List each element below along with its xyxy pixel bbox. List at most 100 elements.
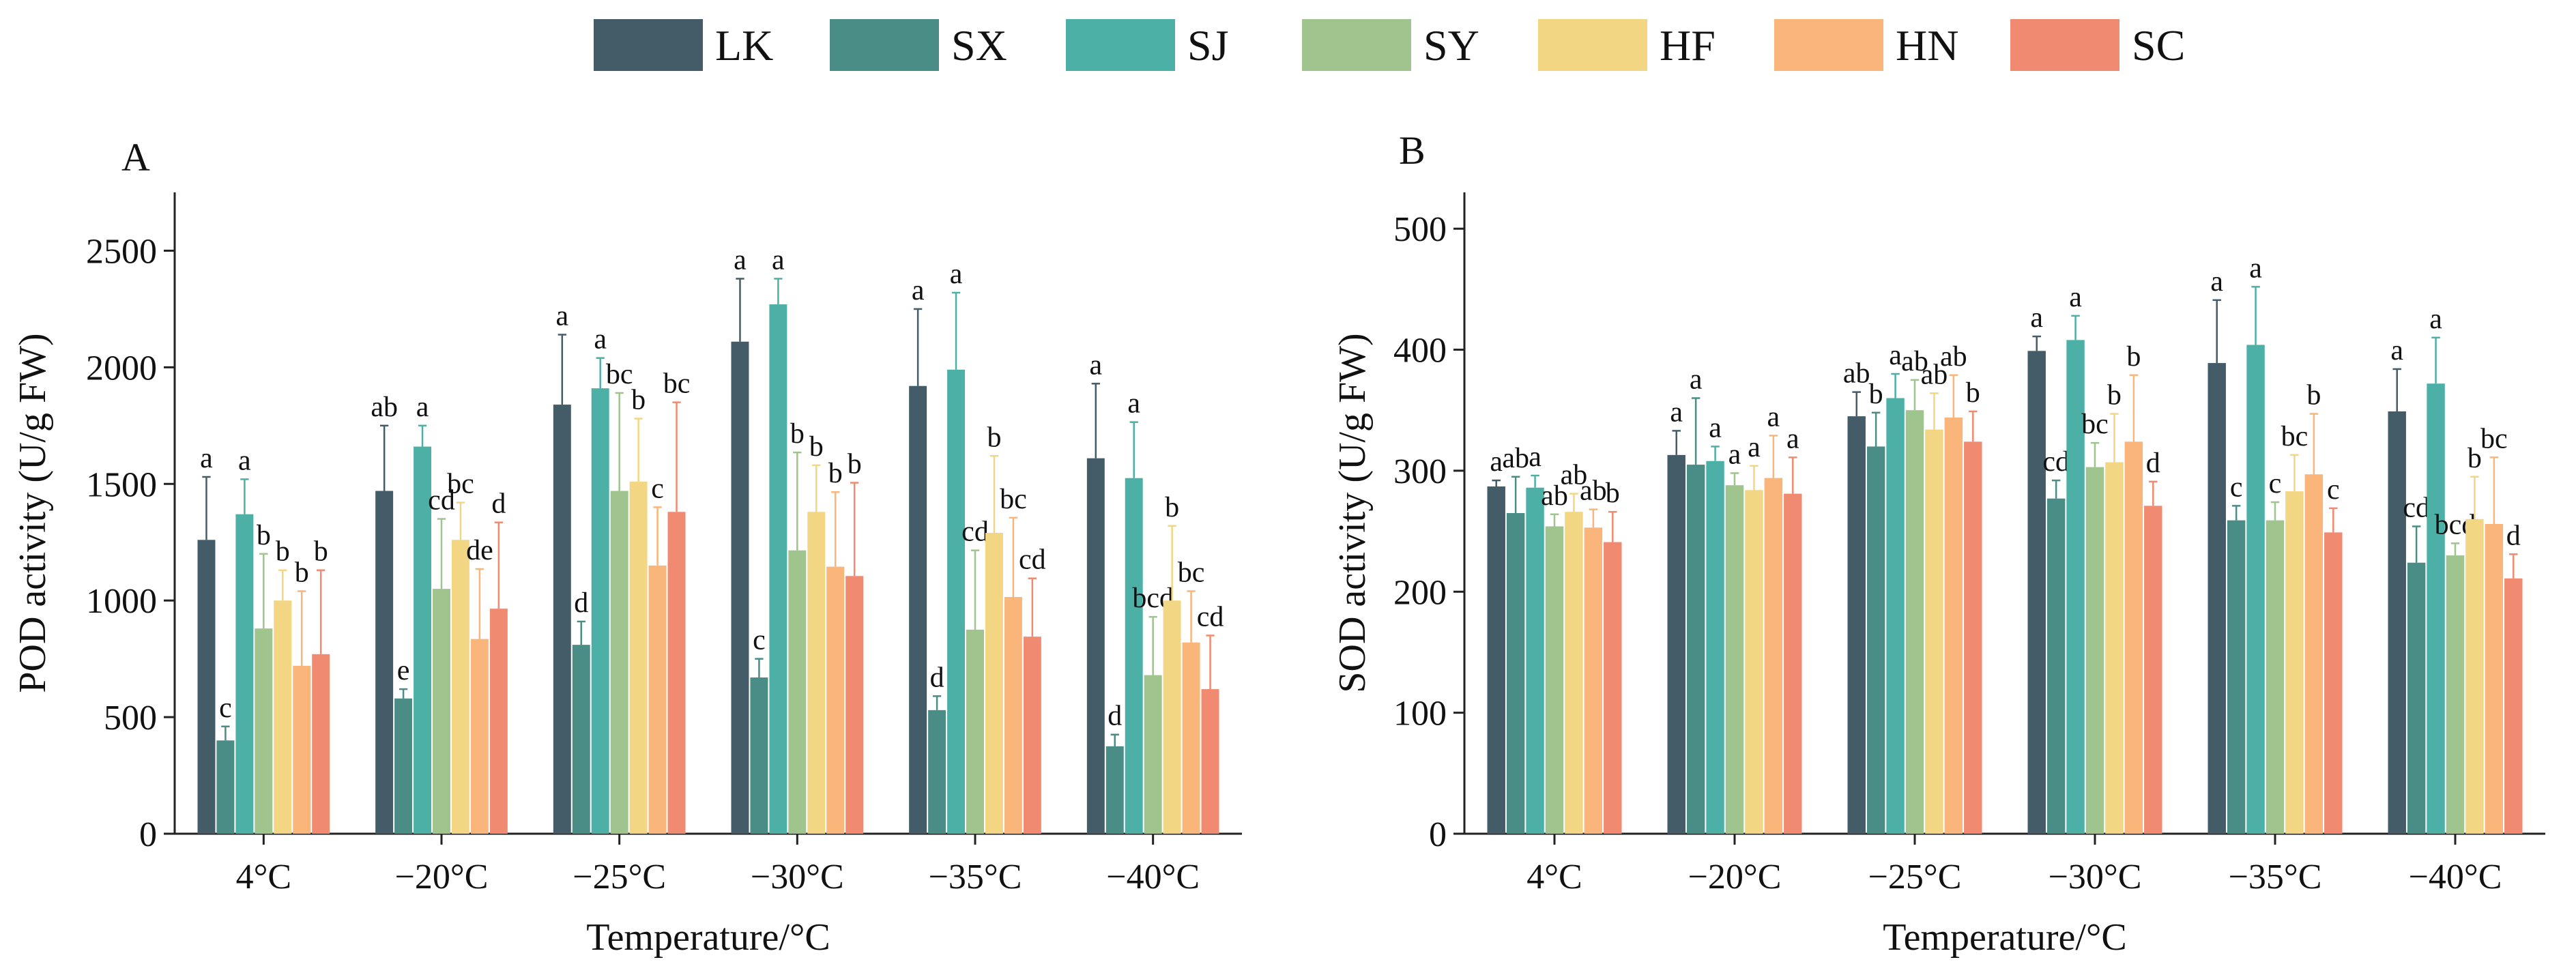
panel-a-sig-letter-sy-minus30c: b [790,418,805,450]
panel-a-sig-letter-sj-minus40c: a [1127,388,1140,420]
panel-a-sig-letter-sy-minus20c: cd [428,485,455,516]
panel-a-sig-letter-lk-minus20c: ab [371,392,398,423]
panel-a-sig-letter-lk-minus40c: a [1089,349,1102,381]
legend-swatch-hf [1538,19,1647,71]
legend: LK SX SJ SY HF HN SC [594,19,2185,71]
panel-a-bar-sy-minus25c [610,491,628,834]
panel-b-sig-letter-sy-minus20c: a [1728,439,1741,470]
panel-a-bar-hf-minus25c [629,481,648,834]
panel-a-sig-letter-sj-4c: a [238,445,251,476]
panel-a-bar-hn-4c [293,665,311,834]
panel-b-y-tick-label: 200 [1393,573,1447,612]
panel-a-bar-sy-minus30c [788,550,807,834]
panel-b-bar-sc-minus20c [1784,493,1802,834]
panel-b-y-tick-label: 500 [1393,210,1447,249]
panel-a-bar-hf-minus35c [985,533,1003,834]
panel-b-sig-letter-sy-minus35c: c [2269,468,2282,499]
panel-a-bar-lk-minus30c [731,341,749,834]
panel-a-bar-hf-minus30c [807,512,826,834]
panel-b-sig-letter-sx-minus35c: c [2230,471,2243,503]
panel-b-bar-sc-minus35c [2324,532,2343,834]
panel-a-sig-letter-sy-minus25c: bc [606,359,633,390]
panel-a-pod-activity: 0 500 1000 1500 2000 2500 A POD activity (U/g F… [12,135,1242,959]
panel-a-sig-letter-lk-4c: a [200,443,213,474]
panel-a-sig-letter-hf-minus20c: bc [447,469,474,500]
panel-b-bar-sy-minus20c [1725,485,1744,834]
panel-b-sig-letter-sj-4c: a [1529,441,1542,473]
panel-a-bar-lk-minus25c [553,405,571,834]
panel-a-bar-lk-4c [197,540,216,834]
legend-swatch-sx [830,19,939,71]
panel-b-y-axis-title: SOD activity (U/g FW) [1331,333,1374,692]
panel-b-bar-hf-4c [1565,512,1583,834]
panel-a-bar-sj-minus40c [1125,478,1143,834]
panel-b-sig-letter-hf-4c: ab [1561,460,1588,491]
panel-a-y-tick-label: 1500 [86,465,157,504]
panel-b-x-tick-label-minus30c: −30°C [2049,858,2142,896]
panel-b-sig-letter-sx-minus25c: b [1869,379,1883,410]
panel-a-sig-letter-sc-minus25c: bc [663,368,691,400]
panel-b-y-tick-label: 0 [1429,815,1447,854]
panel-a-bar-sc-minus25c [667,512,686,834]
legend-label-sx: SX [951,21,1007,70]
legend-swatch-sj [1066,19,1175,71]
panel-b-bar-lk-minus25c [1847,416,1866,834]
panel-a-sig-letter-sx-4c: c [219,692,232,724]
panel-a-sig-letter-sx-minus25c: d [574,587,588,619]
panel-b-sig-letter-hf-minus20c: a [1748,432,1761,463]
panel-a-bar-sj-minus25c [591,388,609,834]
panel-b-panel-letter: B [1399,128,1426,173]
panel-a-sig-letter-sj-minus30c: a [772,244,785,276]
panel-b-bar-hf-minus35c [2285,491,2304,834]
panel-b-bar-lk-minus40c [2388,411,2406,834]
panel-a-sig-letter-hn-4c: b [295,557,309,589]
legend-label-lk: LK [715,21,773,70]
legend-label-hf: HF [1660,21,1716,70]
panel-b-x-tick-label-minus20c: −20°C [1688,858,1782,896]
panel-b-sig-letter-sj-minus25c: a [1889,340,1902,371]
panel-b-bar-sx-4c [1506,513,1525,834]
panel-b-sig-letter-sx-minus30c: cd [2042,446,2070,478]
panel-b-bar-sx-minus20c [1686,465,1705,834]
panel-a-sig-letter-sx-minus20c: e [397,655,410,686]
panel-a-sig-letter-lk-minus25c: a [555,301,568,332]
legend-swatch-lk [594,19,703,71]
panel-a-y-tick-label: 1000 [86,582,157,621]
panel-a-sig-letter-hn-minus30c: b [828,458,843,489]
panel-b-sig-letter-hn-minus30c: b [2126,341,2141,373]
panel-a-bar-hn-minus40c [1182,642,1200,834]
panel-a-bar-sx-minus20c [394,698,413,834]
panel-b-sig-letter-sy-minus30c: bc [2081,409,2109,440]
panel-a-bar-sj-minus35c [947,369,966,834]
panel-b-bar-sj-4c [1526,487,1544,834]
panel-b-sig-letter-lk-minus40c: a [2390,335,2403,366]
panel-a-bar-sx-minus35c [928,710,946,834]
panel-a-bar-sc-minus35c [1023,637,1041,834]
panel-b-sig-letter-hf-minus25c: ab [1921,359,1948,390]
panel-a-x-tick-label-minus25c: −25°C [573,858,666,896]
panel-a-bar-hn-minus20c [470,639,489,834]
legend-label-sj: SJ [1187,21,1229,70]
panel-a-sig-letter-hf-minus35c: b [987,422,1001,453]
panel-b-sig-letter-hn-4c: ab [1580,476,1607,507]
panel-b-x-tick-label-minus25c: −25°C [1868,858,1962,896]
panel-a-bar-sx-minus30c [750,677,768,834]
panel-a-bar-sc-minus40c [1201,689,1219,834]
panel-a-bar-hn-minus30c [826,566,845,834]
panel-a-sig-letter-lk-minus35c: a [912,275,925,306]
panel-b-sig-letter-lk-minus25c: ab [1843,358,1870,390]
panel-a-bar-lk-minus20c [375,491,394,834]
panel-a-sig-letter-hf-minus40c: b [1165,492,1179,523]
panel-b-sig-letter-sc-minus25c: b [1966,377,1980,409]
panel-a-sig-letter-hn-minus35c: bc [1000,484,1027,515]
panel-b-sig-letter-hn-minus25c: ab [1940,341,1967,373]
panel-a-bar-sj-minus30c [769,304,787,834]
panel-b-sig-letter-sy-minus25c: ab [1901,346,1928,377]
panel-b-sig-letter-hf-minus35c: bc [2281,421,2309,452]
panel-a-y-axis-title: POD activity (U/g FW) [12,333,54,692]
panel-a-bar-hn-minus25c [648,565,667,834]
panel-b-x-tick-label-minus35c: −35°C [2229,858,2322,896]
panel-a-y-tick-label: 2500 [86,232,157,271]
panel-b-sig-letter-lk-minus30c: a [2030,302,2043,334]
panel-b-bar-hf-minus30c [2105,462,2124,834]
